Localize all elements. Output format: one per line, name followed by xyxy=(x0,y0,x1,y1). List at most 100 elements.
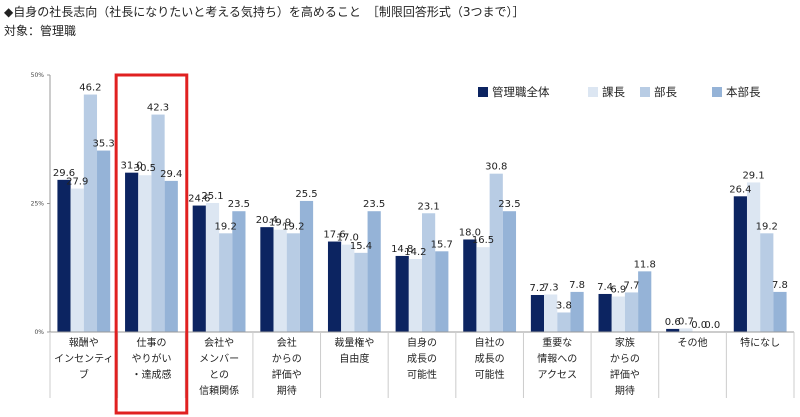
bar xyxy=(489,173,503,332)
legend-label: 本部長 xyxy=(726,85,761,99)
value-label: 3.8 xyxy=(556,300,572,311)
legend-label: 課長 xyxy=(602,85,625,99)
category-label: 仕事の xyxy=(136,336,166,349)
category-label: 成長の xyxy=(475,353,505,365)
value-label: 7.8 xyxy=(569,280,585,291)
value-label: 7.8 xyxy=(772,280,788,291)
value-label: 16.5 xyxy=(472,235,494,246)
value-label: 0.7 xyxy=(678,316,694,327)
value-label: 27.9 xyxy=(66,177,88,188)
bar xyxy=(544,294,558,332)
category-label: 重要な xyxy=(542,336,572,349)
value-label: 17.0 xyxy=(337,233,359,244)
value-label: 7.2 xyxy=(530,283,546,294)
value-label: 15.4 xyxy=(350,241,372,252)
bar xyxy=(205,202,220,332)
bar xyxy=(395,255,409,332)
category-label: 家族 xyxy=(615,336,635,349)
category-label: やりがい xyxy=(131,352,171,365)
category-label: 評価や xyxy=(272,368,302,381)
value-label: 29.6 xyxy=(53,168,75,179)
bar xyxy=(125,172,139,332)
value-label: 30.5 xyxy=(134,163,156,174)
bar xyxy=(299,200,314,332)
bar xyxy=(327,241,342,332)
bar xyxy=(97,150,111,332)
value-label: 30.8 xyxy=(485,162,507,173)
bar xyxy=(83,94,98,332)
category-label: 自社の xyxy=(475,336,505,349)
value-labels-layer: 29.6 31.0 24.6 20.4 17.6 14.8 18.0 7.2 7.4 0.6 26.… xyxy=(53,83,788,331)
legend-swatch xyxy=(712,87,722,97)
category-label: 成長の xyxy=(407,353,437,365)
value-label: 0.0 xyxy=(704,320,720,331)
bar xyxy=(273,229,287,332)
bar xyxy=(557,312,571,332)
bar xyxy=(624,292,639,332)
value-label: 19.9 xyxy=(269,218,291,229)
bar xyxy=(260,227,274,332)
value-label: 14.2 xyxy=(404,247,426,258)
category-label: ・達成感 xyxy=(131,368,171,381)
category-label: 自身の xyxy=(407,336,437,349)
value-label: 0.6 xyxy=(665,317,681,328)
category-label: 特になし xyxy=(740,337,780,349)
bar xyxy=(422,213,436,332)
bar xyxy=(773,291,787,332)
value-label: 19.2 xyxy=(756,221,778,232)
value-label: 7.7 xyxy=(624,280,640,291)
bar xyxy=(463,239,477,332)
bar xyxy=(138,175,152,332)
value-label: 23.5 xyxy=(498,199,520,210)
y-tick-label: 50% xyxy=(31,72,45,79)
bar xyxy=(666,328,680,332)
category-label: 会社や xyxy=(204,336,234,349)
value-label: 23.5 xyxy=(363,199,385,210)
bar xyxy=(341,244,355,332)
chart-subtitle: 対象：管理職 xyxy=(4,24,77,38)
value-label: 25.1 xyxy=(201,191,223,202)
bar xyxy=(760,233,774,332)
category-label: 信頼関係 xyxy=(199,385,239,397)
category-label: 会社 xyxy=(277,336,297,349)
bar xyxy=(502,211,517,332)
category-label: からの xyxy=(610,353,640,365)
category-label: 可能性 xyxy=(407,368,437,381)
category-label: 情報への xyxy=(537,352,577,365)
bar xyxy=(219,233,233,332)
bar xyxy=(476,247,490,332)
category-label: 可能性 xyxy=(475,368,505,381)
legend-swatch xyxy=(588,87,598,97)
value-label: 19.2 xyxy=(282,221,304,232)
legend-swatch xyxy=(640,87,650,97)
category-label: 自由度 xyxy=(339,352,369,365)
bar xyxy=(232,211,246,332)
grid-layer: 0% 25% 50% xyxy=(31,72,51,336)
legend-swatch xyxy=(478,87,488,97)
bar xyxy=(570,291,584,332)
value-label: 46.2 xyxy=(79,83,101,94)
y-tick-label: 0% xyxy=(34,329,44,336)
value-label: 42.3 xyxy=(147,103,169,114)
legend-label: 部長 xyxy=(654,85,677,99)
value-label: 31.0 xyxy=(121,161,143,172)
value-label: 19.2 xyxy=(215,221,237,232)
bar xyxy=(367,211,381,332)
value-label: 20.4 xyxy=(256,215,278,226)
value-label: 7.4 xyxy=(597,282,613,293)
category-label: ブ xyxy=(79,368,89,381)
bar xyxy=(598,293,612,332)
bar xyxy=(679,328,693,332)
value-label: 0.0 xyxy=(691,320,707,331)
value-label: 6.9 xyxy=(610,285,626,296)
chart-title: ◆自身の社長志向（社長になりたいと考える気持ち）を高めること ［制限回答形式（3… xyxy=(4,5,525,19)
legend-label: 管理職全体 xyxy=(492,85,550,99)
value-label: 35.3 xyxy=(92,139,114,150)
value-label: 24.6 xyxy=(188,194,210,205)
bar xyxy=(408,259,422,332)
highlight-box xyxy=(114,73,189,415)
category-label: 評価や xyxy=(610,368,640,381)
bar xyxy=(638,271,652,332)
